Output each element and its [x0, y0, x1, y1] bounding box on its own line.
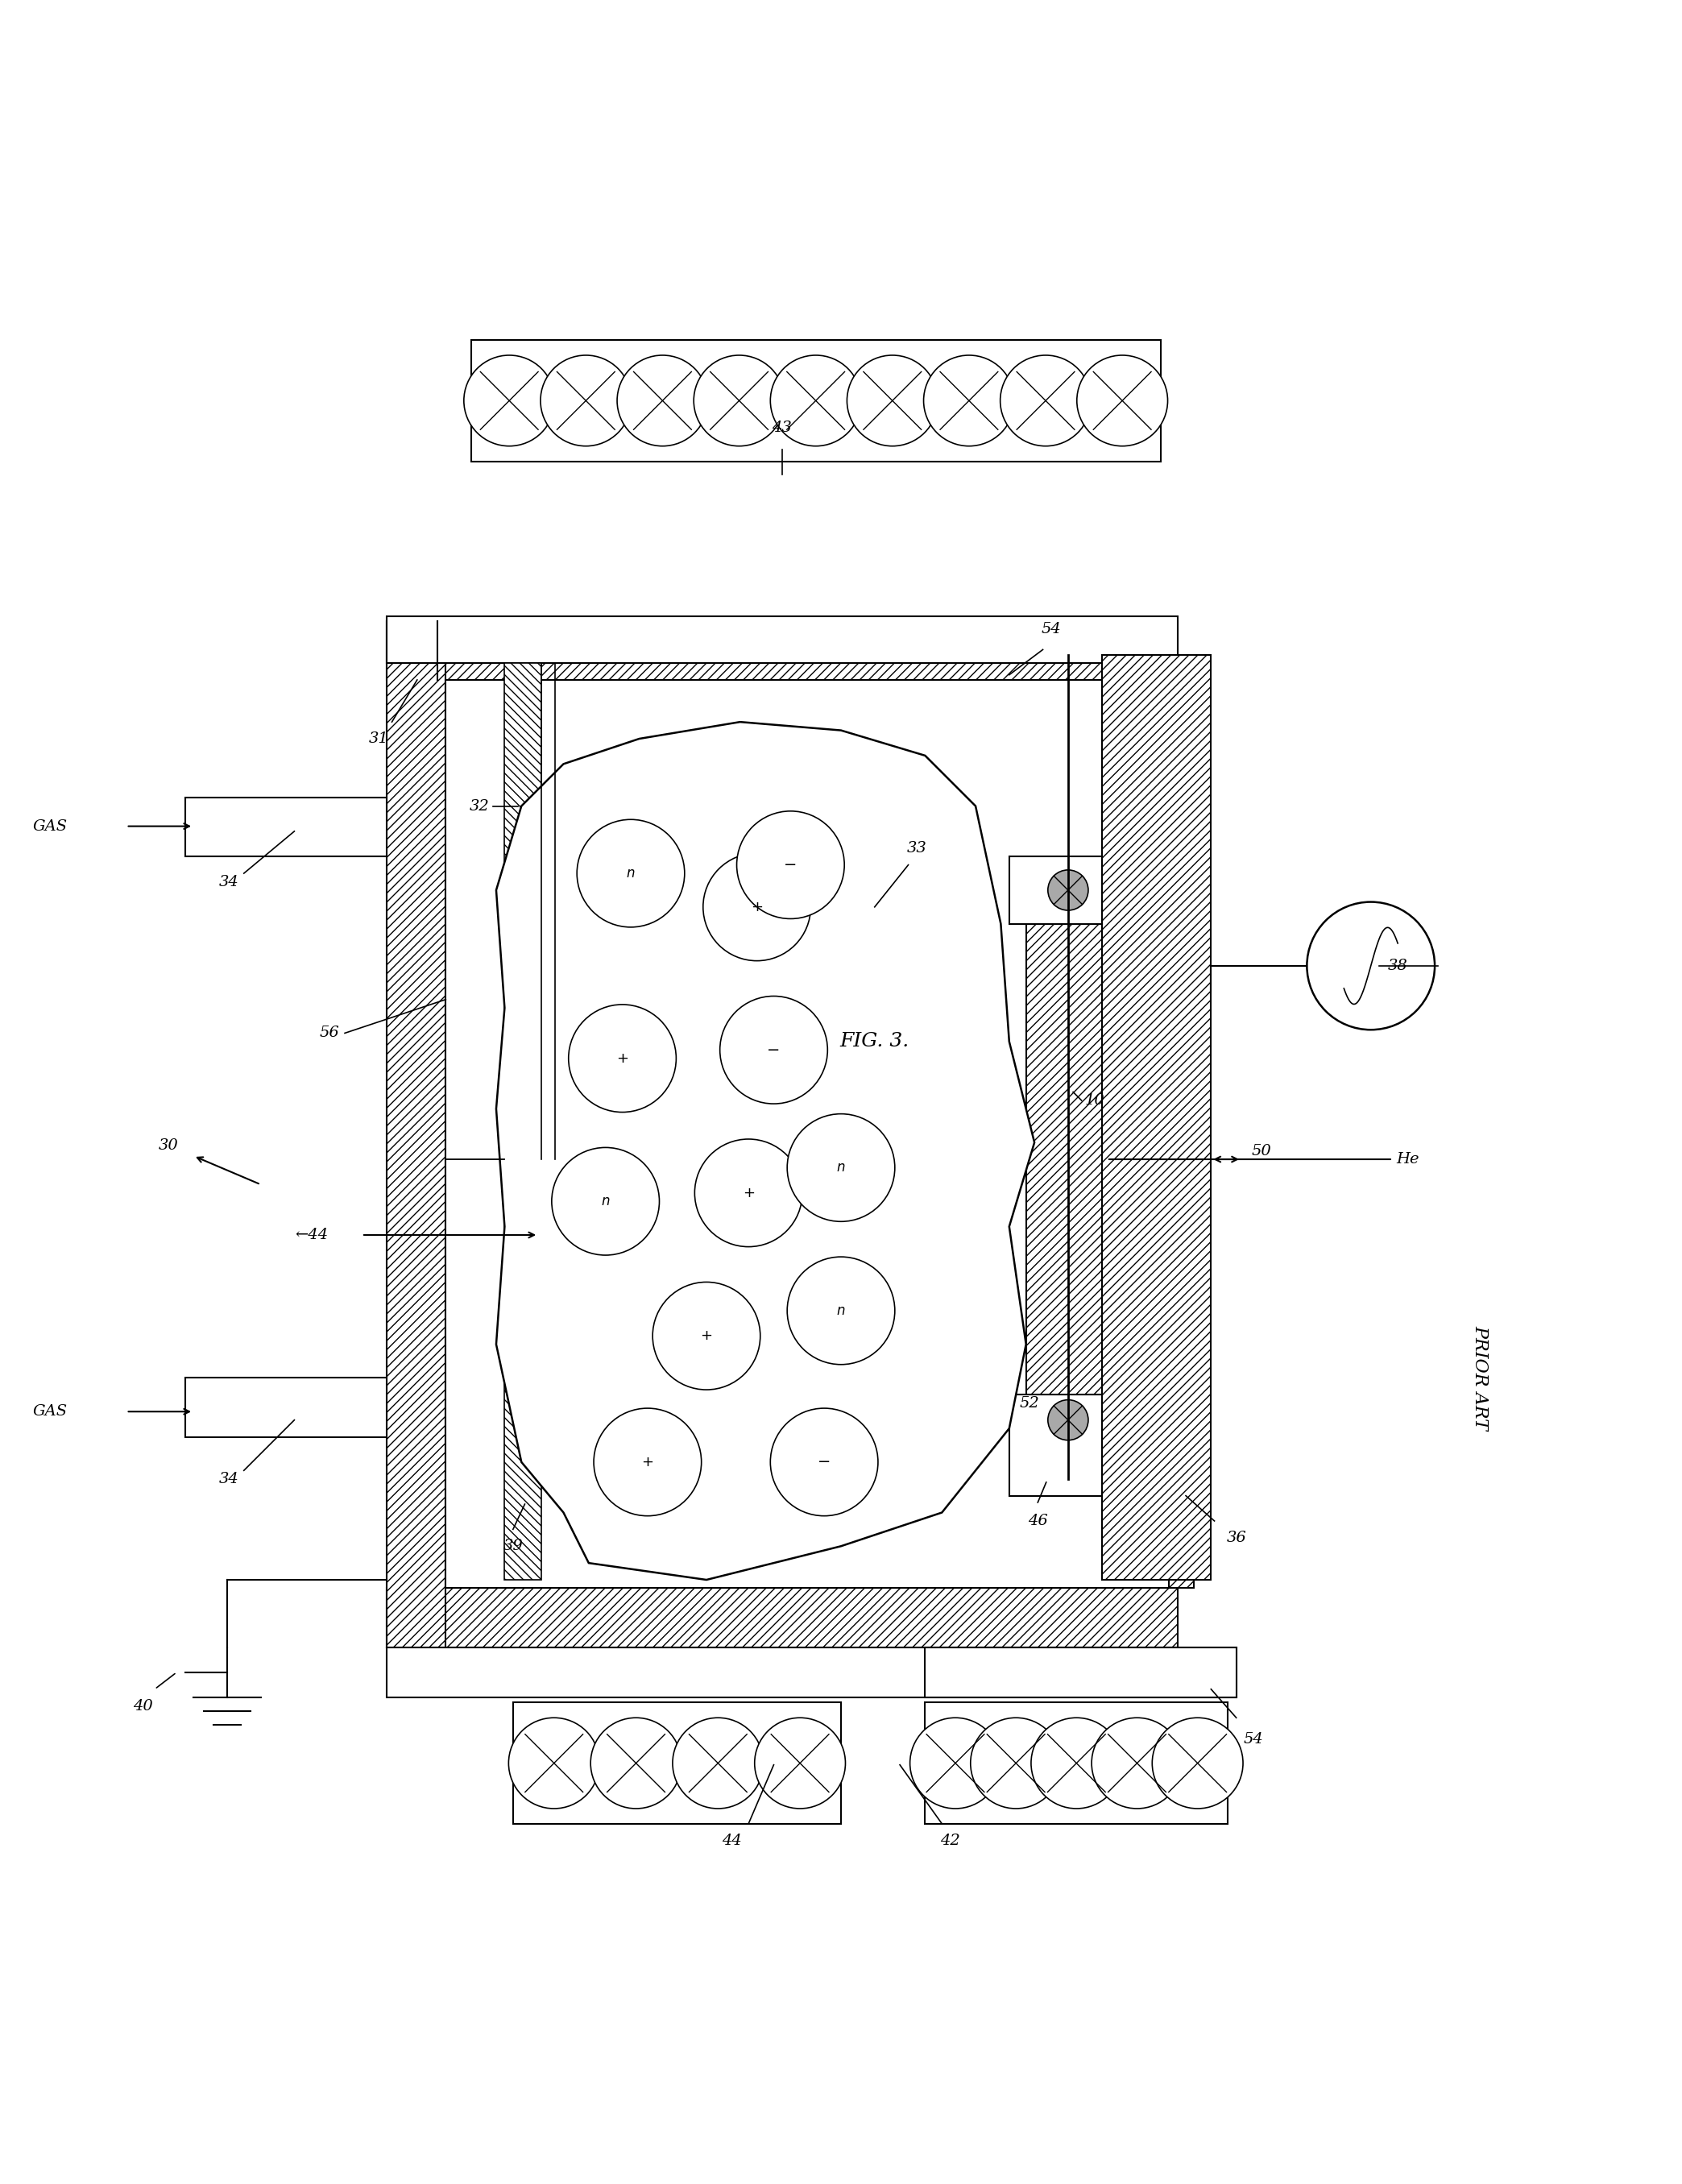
Circle shape — [590, 1719, 681, 1808]
Bar — [925, 1647, 1236, 1697]
Text: 40: 40 — [133, 1699, 153, 1712]
Bar — [1009, 856, 1102, 924]
Text: +: + — [700, 1328, 713, 1343]
Polygon shape — [496, 723, 1034, 1579]
Text: 36: 36 — [1226, 1531, 1246, 1544]
Circle shape — [552, 1147, 659, 1256]
Bar — [1102, 655, 1211, 1579]
Bar — [387, 620, 446, 1647]
Circle shape — [1076, 356, 1167, 446]
Bar — [471, 341, 1161, 461]
Text: 30: 30 — [158, 1138, 178, 1153]
Circle shape — [971, 1719, 1061, 1808]
Bar — [446, 679, 1169, 1588]
Bar — [1169, 679, 1194, 1588]
Text: 52: 52 — [1019, 1396, 1039, 1411]
Text: −: − — [784, 858, 797, 874]
Bar — [1026, 924, 1102, 1396]
Text: n: n — [836, 1160, 846, 1175]
Text: 38: 38 — [1388, 959, 1408, 974]
Circle shape — [577, 819, 685, 928]
Circle shape — [1048, 1400, 1088, 1439]
Circle shape — [653, 1282, 760, 1389]
Circle shape — [737, 810, 844, 919]
Circle shape — [464, 356, 555, 446]
Circle shape — [540, 356, 631, 446]
Circle shape — [1152, 1719, 1243, 1808]
Circle shape — [848, 356, 939, 446]
Text: FIG. 3.: FIG. 3. — [839, 1033, 910, 1051]
Text: PRIOR ART: PRIOR ART — [1472, 1326, 1489, 1431]
Text: GAS: GAS — [32, 819, 67, 834]
Text: 44: 44 — [722, 1832, 742, 1848]
Circle shape — [508, 1719, 599, 1808]
Bar — [185, 797, 387, 856]
Circle shape — [923, 356, 1014, 446]
Bar — [925, 1704, 1228, 1824]
Bar — [387, 1588, 1177, 1647]
Circle shape — [703, 854, 811, 961]
Text: 33: 33 — [907, 841, 927, 856]
Text: +: + — [616, 1051, 629, 1066]
Text: 46: 46 — [1028, 1514, 1048, 1529]
Circle shape — [755, 1719, 846, 1808]
Text: 50: 50 — [1251, 1144, 1272, 1158]
Text: +: + — [750, 900, 764, 915]
Text: −: − — [817, 1455, 831, 1470]
Text: +: + — [641, 1455, 654, 1470]
Circle shape — [1307, 902, 1435, 1031]
Circle shape — [787, 1114, 895, 1221]
Text: 39: 39 — [503, 1540, 523, 1553]
Circle shape — [770, 1409, 878, 1516]
Text: n: n — [836, 1304, 846, 1317]
Circle shape — [720, 996, 828, 1103]
Circle shape — [770, 356, 861, 446]
Bar — [387, 616, 1177, 664]
Text: 32: 32 — [469, 799, 489, 812]
Text: 31: 31 — [368, 732, 389, 747]
Circle shape — [1031, 1719, 1122, 1808]
Circle shape — [594, 1409, 701, 1516]
Bar — [387, 620, 1177, 679]
Circle shape — [787, 1256, 895, 1365]
Bar — [387, 1647, 1236, 1697]
Text: 42: 42 — [940, 1832, 960, 1848]
Text: n: n — [626, 867, 636, 880]
Text: 54: 54 — [1041, 622, 1061, 638]
Text: ←44: ←44 — [294, 1227, 328, 1243]
Bar — [505, 664, 542, 1579]
Text: GAS: GAS — [32, 1404, 67, 1420]
Text: −: − — [767, 1042, 780, 1057]
Circle shape — [693, 356, 784, 446]
Text: n: n — [600, 1195, 611, 1208]
Text: 54: 54 — [1243, 1732, 1263, 1747]
Bar — [513, 1704, 841, 1824]
Circle shape — [673, 1719, 764, 1808]
Text: He: He — [1396, 1151, 1420, 1166]
Circle shape — [695, 1140, 802, 1247]
Circle shape — [1092, 1719, 1182, 1808]
Text: 56: 56 — [320, 1026, 340, 1040]
Bar — [1009, 1396, 1102, 1496]
Text: 34: 34 — [219, 1472, 239, 1485]
Circle shape — [569, 1005, 676, 1112]
Circle shape — [1001, 356, 1092, 446]
Text: 10: 10 — [1085, 1094, 1105, 1107]
Text: +: + — [742, 1186, 755, 1201]
Circle shape — [910, 1719, 1001, 1808]
Bar — [185, 1378, 387, 1437]
Circle shape — [617, 356, 708, 446]
Circle shape — [1048, 869, 1088, 911]
Text: 43: 43 — [772, 419, 792, 435]
Text: 34: 34 — [219, 874, 239, 889]
